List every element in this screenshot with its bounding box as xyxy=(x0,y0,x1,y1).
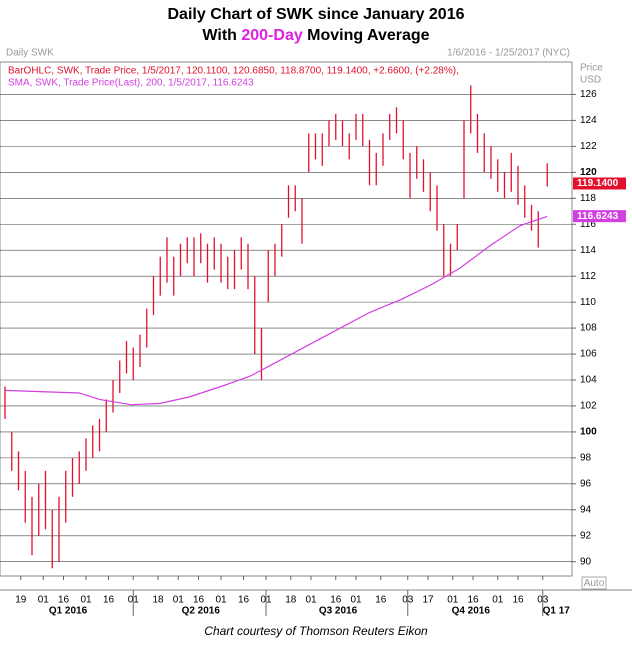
auto-label[interactable]: Auto xyxy=(584,578,605,589)
quarter-label: Q4 2016 xyxy=(452,606,491,617)
auto-button[interactable] xyxy=(581,576,607,590)
x-tick-label: 16 xyxy=(103,595,115,606)
x-tick-label: 16 xyxy=(467,595,479,606)
y-tick-label: 112 xyxy=(580,271,596,282)
sma-line xyxy=(4,215,548,406)
x-tick-label: 16 xyxy=(193,595,205,606)
y-tick-label: 100 xyxy=(580,427,597,438)
subtitle-part: With xyxy=(202,27,241,44)
legend-entry: SMA, SWK, Trade Price(Last), 200, 1/5/20… xyxy=(8,78,254,89)
chart-subtitle: With 200-Day Moving Average xyxy=(202,27,429,44)
y-axis-unit: USD xyxy=(580,75,601,86)
y-tick-label: 90 xyxy=(580,556,592,567)
y-tick-label: 96 xyxy=(580,478,592,489)
y-tick-label: 126 xyxy=(580,89,597,100)
x-tick-label: 01 xyxy=(350,595,362,606)
price-tag-label: 119.1400 xyxy=(577,178,619,189)
subtitle-highlight: 200-Day xyxy=(241,27,302,44)
y-tick-label: 102 xyxy=(580,401,597,412)
x-tick-label: 16 xyxy=(330,595,342,606)
date-range: 1/6/2016 - 1/25/2017 (NYC) xyxy=(447,48,570,59)
price-tag xyxy=(573,177,626,190)
x-tick-label: 01 xyxy=(215,595,227,606)
y-tick-label: 108 xyxy=(580,323,597,334)
y-tick-label: 122 xyxy=(580,141,597,152)
quarter-label: Q1 17 xyxy=(543,606,571,617)
price-tag-label: 116.6243 xyxy=(577,211,619,222)
legend-entry: BarOHLC, SWK, Trade Price, 1/5/2017, 120… xyxy=(8,66,459,77)
y-tick-label: 114 xyxy=(580,245,596,256)
chart-title: Daily Chart of SWK since January 2016 xyxy=(168,6,465,23)
plot-frame xyxy=(0,61,573,577)
footer: Chart courtesy of Thomson Reuters Eikon xyxy=(204,624,428,638)
x-tick-label: 19 xyxy=(15,595,27,606)
x-tick-label: 01 xyxy=(38,595,50,606)
y-tick-label: 110 xyxy=(580,297,596,308)
x-tick-label: 01 xyxy=(173,595,185,606)
quarter-label: Q1 2016 xyxy=(49,606,88,617)
y-axis-label: Price xyxy=(580,63,603,74)
x-tick-label: 16 xyxy=(58,595,70,606)
quarter-label: Q2 2016 xyxy=(182,606,221,617)
x-tick-label: 16 xyxy=(512,595,524,606)
y-tick-label: 104 xyxy=(580,375,597,386)
x-tick-label: 18 xyxy=(285,595,297,606)
y-tick-label: 98 xyxy=(580,453,592,464)
x-tick-label: 16 xyxy=(238,595,250,606)
x-tick-label: 17 xyxy=(422,595,434,606)
x-tick-label: 01 xyxy=(80,595,92,606)
y-tick-label: 124 xyxy=(580,115,597,126)
x-tick-label: 16 xyxy=(375,595,387,606)
quarter-label: Q3 2016 xyxy=(319,606,358,617)
x-tick-label: 18 xyxy=(152,595,164,606)
price-tag xyxy=(573,210,626,223)
x-tick-label: 01 xyxy=(447,595,459,606)
y-tick-label: 120 xyxy=(580,167,597,178)
y-tick-label: 94 xyxy=(580,504,592,515)
y-tick-label: 92 xyxy=(580,530,592,541)
y-tick-label: 106 xyxy=(580,349,597,360)
x-tick-label: 01 xyxy=(492,595,504,606)
x-tick-label: 01 xyxy=(305,595,317,606)
subtitle-part: Moving Average xyxy=(303,27,430,44)
y-tick-label: 118 xyxy=(580,193,596,204)
chart-name: Daily SWK xyxy=(6,48,54,59)
y-tick-label: 116 xyxy=(580,219,596,230)
